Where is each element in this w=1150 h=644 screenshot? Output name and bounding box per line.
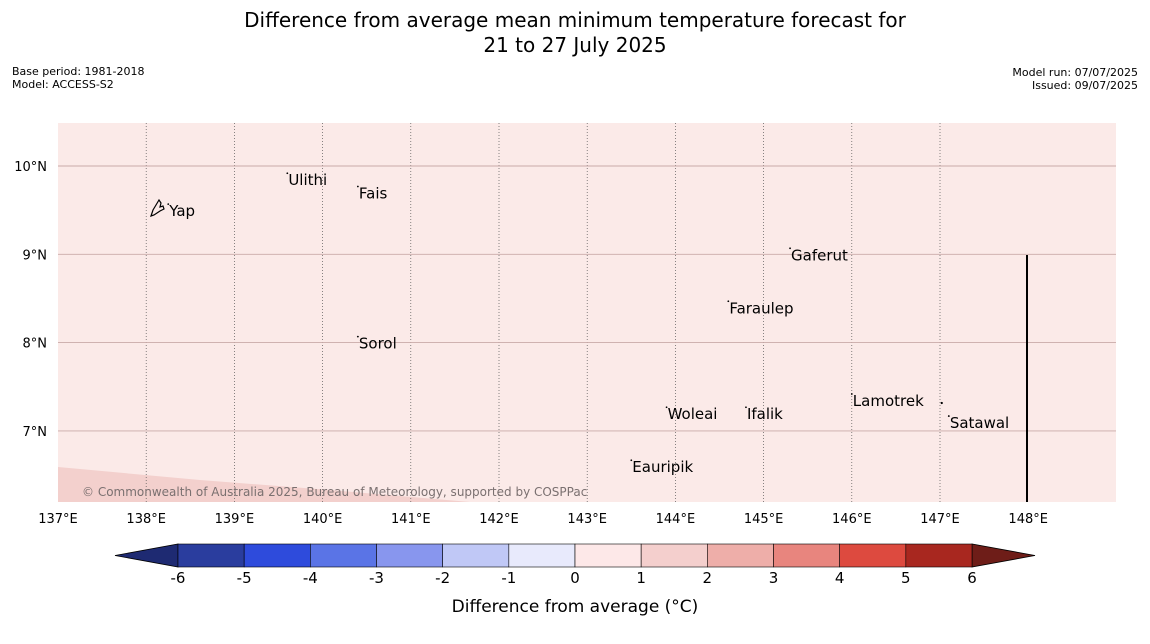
longitude-tick-label: 141°E [391,512,431,527]
colorbar-segment [707,543,774,568]
colorbar: -6 -5 -4 -3 -2 -1 0 1 2 3 4 5 6 [114,543,1036,587]
place-marker [665,406,668,409]
place-marker [789,247,791,250]
place-marker [356,335,359,338]
title-line-2: 21 to 27 July 2025 [483,33,667,57]
colorbar-tick-label: 0 [570,569,580,587]
latitude-tick-label: 9°N [23,248,48,263]
copyright-text: © Commonwealth of Australia 2025, Bureau… [82,485,587,499]
place-label: Ifalik [747,405,783,423]
latitude-tick-label: 8°N [23,337,48,352]
colorbar-segment [574,543,642,568]
colorbar-segment [177,543,245,568]
model-name: Model: ACCESS-S2 [12,78,114,91]
colorbar-tick-label: -2 [435,569,450,587]
colorbar-segment [508,543,576,568]
longitude-tick-label: 148°E [1008,512,1048,527]
issued-date: Issued: 09/07/2025 [1031,79,1138,92]
colorbar-tick-label: 2 [703,569,713,587]
colorbar-tick-label: -6 [171,569,186,587]
place-marker [727,300,730,303]
place-marker [167,203,170,206]
longitude-tick-label: 143°E [567,512,607,527]
colorbar-under-extension [114,543,179,568]
colorbar-tick-label: 5 [901,569,911,587]
longitude-tick-label: 146°E [832,512,872,527]
place-labels: Yap Ulithi Fais Gaferut Faraulep Sorol Woleai I… [167,171,1009,476]
latitude-tick-label: 7°N [23,425,48,440]
colorbar-tick-label: 3 [769,569,779,587]
longitude-tick-label: 140°E [303,512,343,527]
place-label: Yap [168,202,195,220]
longitude-tick-label: 139°E [215,512,255,527]
place-label: Woleai [668,405,718,423]
place-label: Ulithi [288,171,327,189]
colorbar-segment [376,543,443,568]
longitude-tick-label: 137°E [38,512,78,527]
colorbar-segment [310,543,377,568]
colorbar-segment [442,543,510,568]
map-title: Difference from average mean minimum tem… [0,8,1150,58]
colorbar-tick-label: 4 [835,569,845,587]
meta-right: Model run: 07/07/2025 Issued: 09/07/2025 [1012,66,1138,92]
colorbar-tick-label: 1 [636,569,646,587]
colorbar-segment [243,543,311,568]
place-marker [745,406,747,409]
base-period: Base period: 1981-2018 [12,65,145,78]
longitude-axis: 137°E 138°E 139°E 140°E 141°E 142°E 143°E 144°E… [38,512,1048,527]
longitude-tick-label: 147°E [920,512,960,527]
graticule [58,123,1116,502]
yap-island-outline [150,198,165,217]
colorbar-label: Difference from average (°C) [452,597,699,617]
place-marker [356,185,359,188]
colorbar-segment [905,543,973,568]
place-label: Faraulep [729,299,793,317]
longitude-tick-label: 144°E [656,512,696,527]
place-marker [286,172,289,175]
place-label: Gaferut [791,246,848,264]
place-marker [630,459,633,462]
place-label: Lamotrek [853,392,924,410]
place-label: Eauripik [632,458,693,476]
latitude-axis: 10°N 9°N 8°N 7°N [14,160,47,440]
anomaly-patch [58,467,470,502]
longitude-tick-label: 145°E [744,512,784,527]
place-label: Sorol [359,335,397,353]
colorbar-tick-label: -5 [237,569,252,587]
colorbar-over-extension [971,543,1036,568]
colorbar-segment [839,543,907,568]
longitude-tick-label: 142°E [479,512,519,527]
colorbar-segment [640,543,708,568]
colorbar-segment [773,543,840,568]
latitude-tick-label: 10°N [14,160,47,175]
colorbar-tick-label: -1 [501,569,516,587]
place-marker [947,415,950,417]
colorbar-tick-label: 6 [967,569,977,587]
meta-left: Base period: 1981-2018 Model: ACCESS-S2 [12,65,144,91]
place-label: Fais [359,184,388,202]
model-run: Model run: 07/07/2025 [1012,66,1138,79]
title-line-1: Difference from average mean minimum tem… [244,8,906,32]
place-label: Satawal [950,414,1009,432]
islet-marker [940,401,943,405]
colorbar-tick-label: -3 [369,569,384,587]
colorbar-tick-label: -4 [303,569,318,587]
longitude-tick-label: 138°E [126,512,166,527]
place-marker [850,393,853,395]
